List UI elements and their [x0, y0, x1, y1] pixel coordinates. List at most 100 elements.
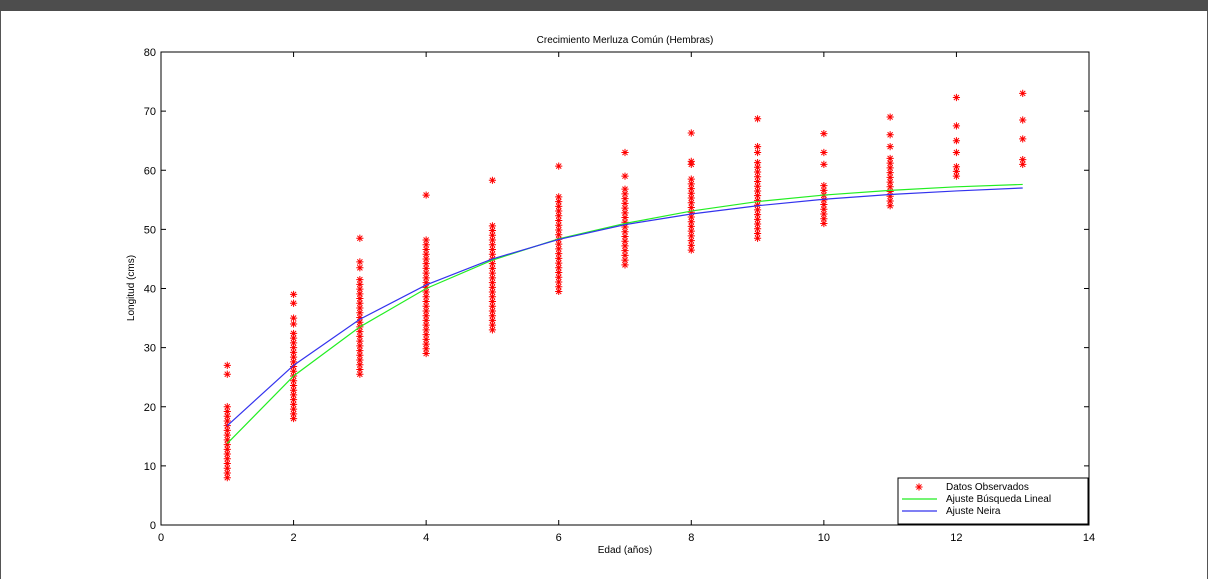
observed-data-point [1019, 160, 1027, 168]
observed-data-point [356, 365, 364, 374]
observed-data-point [488, 226, 497, 235]
observed-data-point [555, 264, 563, 272]
observed-data-point [223, 407, 231, 416]
observed-data-point [621, 213, 629, 222]
observed-data-point [555, 273, 563, 281]
observed-data-point [488, 231, 497, 239]
observed-data-point [687, 189, 695, 197]
observed-data-point [1019, 135, 1027, 143]
chart-title: Crecimiento Merluza Común (Hembras) [537, 35, 714, 46]
observed-data-point [753, 143, 762, 151]
observed-data-point [488, 297, 497, 306]
observed-data-point [555, 245, 563, 253]
observed-data-point [289, 320, 298, 328]
x-tick-label: 12 [950, 532, 962, 544]
observed-data-point [753, 187, 762, 195]
observed-data-point [289, 386, 298, 394]
observed-data-point [488, 326, 497, 334]
observed-data-point [488, 222, 497, 230]
observed-data-point [289, 339, 298, 347]
observed-data-point [753, 182, 762, 190]
observed-data-point [753, 115, 762, 123]
observed-data-point [886, 202, 894, 210]
y-tick-label: 80 [144, 47, 156, 59]
observed-data-point [687, 237, 695, 245]
observed-data-point [356, 332, 364, 340]
observed-data-point [1019, 89, 1027, 97]
observed-data-point [356, 370, 364, 378]
y-axis-label: Longitud (cms) [126, 255, 137, 321]
observed-data-point [886, 178, 894, 186]
observed-data-point [289, 377, 298, 385]
observed-data-point [1019, 116, 1027, 124]
observed-data-point [687, 194, 695, 202]
observed-data-point [687, 208, 695, 216]
observed-data-point [223, 412, 231, 420]
observed-data-point [621, 195, 629, 203]
observed-data-point [488, 176, 497, 184]
observed-data-point [621, 199, 629, 207]
observed-data-point [223, 459, 231, 468]
observed-data-point [488, 250, 497, 258]
observed-data-point [952, 167, 961, 176]
observed-data-point [422, 297, 430, 306]
observed-data-point [422, 264, 430, 272]
y-tick-label: 10 [144, 461, 156, 473]
observed-data-point [886, 173, 894, 181]
observed-data-point [555, 231, 563, 239]
observed-data-point [555, 162, 563, 170]
observed-data-point [422, 345, 430, 353]
observed-data-point [422, 191, 430, 199]
observed-data-point [621, 232, 629, 241]
observed-data-point [223, 436, 231, 444]
observed-data-point [223, 431, 231, 439]
observed-data-point [223, 445, 231, 453]
observed-data-point [289, 391, 298, 399]
observed-data-point [952, 122, 961, 130]
observed-data-point [488, 269, 497, 277]
observed-data-point [555, 240, 563, 248]
observed-data-point [621, 223, 629, 231]
observed-data-point [820, 182, 828, 190]
observed-data-point [488, 278, 497, 287]
observed-data-point [422, 274, 430, 282]
observed-data-point [356, 264, 364, 272]
observed-data-point [687, 199, 695, 207]
observed-data-point [687, 175, 695, 183]
observed-data-point [422, 302, 430, 310]
observed-data-point [753, 173, 762, 181]
observed-data-point [422, 316, 430, 325]
y-tick-label: 30 [144, 343, 156, 355]
observed-data-point [356, 337, 364, 345]
observed-data-point [422, 278, 430, 287]
observed-data-point [223, 450, 231, 458]
observed-data-point [952, 93, 961, 102]
x-tick-label: 8 [688, 532, 694, 544]
observed-data-point [753, 234, 762, 242]
observed-data-point [687, 241, 695, 249]
observed-data-point [820, 215, 828, 223]
observed-data-point [488, 288, 497, 296]
y-tick-label: 60 [144, 165, 156, 177]
observed-data-point [555, 202, 563, 210]
observed-data-point [356, 290, 364, 298]
observed-data-point [555, 268, 563, 277]
observed-data-point [820, 219, 828, 228]
y-tick-label: 70 [144, 106, 156, 118]
observed-data-point [555, 254, 563, 262]
observed-data-point [886, 143, 894, 151]
y-tick-label: 20 [144, 402, 156, 414]
observed-data-point [422, 269, 430, 277]
observed-data-point [289, 396, 298, 404]
observed-data-point [820, 186, 828, 194]
observed-data-point [555, 283, 563, 291]
observed-data-point [356, 294, 364, 303]
observed-data-point [687, 232, 695, 240]
observed-data-point [488, 312, 497, 320]
observed-data-point [488, 245, 497, 254]
observed-data-point [356, 342, 364, 350]
observed-data-point [820, 205, 828, 213]
observed-data-point [289, 334, 298, 342]
observed-data-point [886, 113, 894, 121]
observed-data-point [488, 283, 497, 291]
